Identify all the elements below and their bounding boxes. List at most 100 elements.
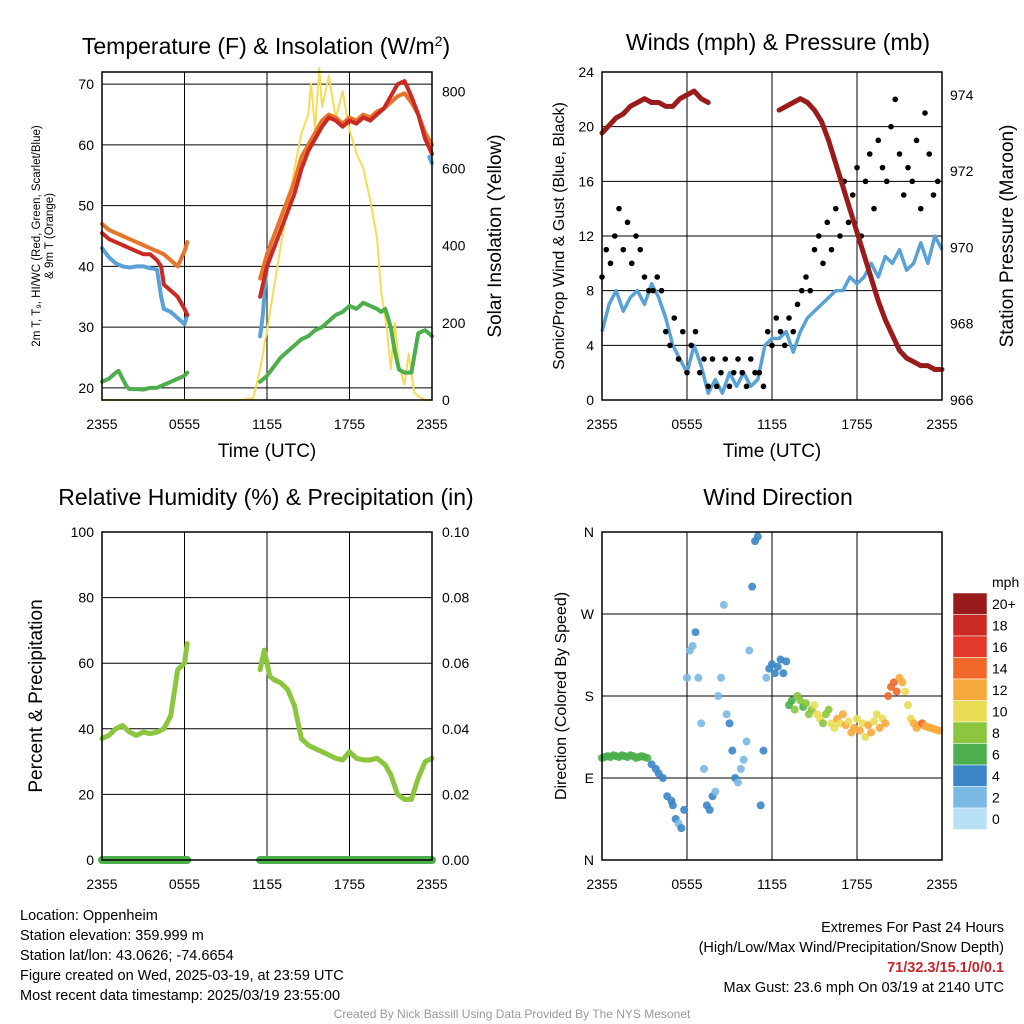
winds-ylabel-text: Sonic/Prop Wind & Gust (Blue, Black) [551,102,568,370]
winds-xlabel: Time (UTC) [723,441,822,462]
humidity-xtick-label: 1755 [334,876,365,892]
temperature-ylabel-line: 2m T, T₉, HI/WC (Red, Green, Scarlet/Blu… [31,125,43,347]
pressure-ytick-label: 968 [950,316,974,332]
insolation-ytick-label: 400 [442,238,466,254]
legend-label: 0 [992,811,1000,827]
humidity-ylabel: Percent & Precipitation [26,599,47,792]
gust-point [662,328,669,335]
direction-xtick-label: 2355 [926,876,957,892]
gust-point [777,328,784,335]
gust-point [909,178,916,185]
gust-point [888,123,894,130]
legend-label: 6 [992,747,1000,763]
direction-point [748,582,757,591]
extremes-info: Extremes For Past 24 Hours (High/Low/Max… [699,918,1004,998]
winds-panel: Winds (mph) & Pressure (mb) 2355 0555 1155… [551,29,1018,462]
direction-point [870,717,878,726]
direction-point [819,719,827,728]
gust-point [739,369,746,376]
temperature-title: Temperature (F) & Insolation (W/m2) [82,33,450,59]
humidity-xtick-label: 2355 [416,876,447,892]
gust-point [922,110,928,116]
legend-label: 20+ [992,596,1016,612]
humidity-series-1 [257,647,435,802]
gust-point [722,356,729,362]
legend-swatch [952,764,988,787]
legend-swatch [952,614,988,637]
direction-point [697,719,706,728]
direction-point [935,726,944,735]
temperature-xtick-label: 1755 [334,416,365,432]
legend-swatch [952,592,988,615]
direction-point [872,710,881,719]
precip-ytick-label: 0.10 [442,524,469,540]
gust-point [718,369,724,376]
legend-swatch [952,678,988,701]
gust-point [641,274,648,280]
legend-swatch [952,700,988,723]
temperature-xtick-label: 0555 [169,416,200,432]
legend-label: 14 [992,661,1008,677]
extremes-title: Extremes For Past 24 Hours [821,920,1004,936]
gust-point [645,287,652,294]
direction-point [770,669,779,678]
direction-point [861,733,870,741]
legend-label: 12 [992,682,1008,698]
direction-point [884,692,893,700]
gust-point [730,369,737,376]
direction-point [756,801,765,810]
gust-point [633,233,639,239]
insolation-ytick-label: 0 [442,392,450,408]
gust-point [832,205,839,212]
legend-swatch [952,657,988,680]
legend-swatch [952,635,988,658]
direction-point [753,532,762,541]
winds-ytick-label: 8 [586,283,594,299]
direction-point [881,719,890,728]
winds-ytick-label: 4 [586,337,594,353]
gust-point [913,137,920,144]
direction-ytick-label: W [581,606,595,622]
gust-point [934,178,941,185]
humidity-series-0 [99,641,190,742]
direction-point [779,669,788,678]
temperature-series-6 [258,91,434,281]
direction-xtick-label: 1155 [757,876,787,892]
pressure-ytick-label: 972 [950,163,974,179]
direction-point [892,687,901,696]
humidity-ytick-label: 80 [78,590,94,606]
temperature-xtick-label: 1155 [252,416,282,432]
sustained-wind-series [600,234,944,395]
gust-point [854,164,860,171]
direction-point [901,687,910,696]
gust-point [930,192,937,198]
gust-point [675,356,682,362]
temperature-panel: Temperature (F) & Insolation (W/m2) 2355… [31,33,506,462]
humidity-ytick-label: 20 [78,786,94,802]
gust-point [905,164,911,171]
direction-point [711,787,720,796]
winds-ytick-label: 0 [586,392,594,408]
winds-xtick-label: 2355 [586,416,617,432]
pressure-series-1 [599,88,711,136]
direction-point [830,723,839,732]
direction-point [736,764,745,773]
direction-point [762,673,771,682]
direction-point [728,746,737,755]
gust-point [650,287,656,294]
gust-point [760,383,767,390]
humidity-frame [101,531,433,861]
legend-swatch [952,807,988,830]
wind-direction-title: Wind Direction [703,484,853,510]
gust-point [624,219,631,226]
winds-frame [601,71,943,401]
direction-point [790,705,799,714]
temperature-series-2 [100,230,190,317]
credit-text: Created By Nick Bassill Using Data Provi… [333,1007,691,1021]
gust-point [820,260,826,267]
gust-point [926,151,933,157]
winds-xtick-label: 2355 [926,416,957,432]
insolation-ylabel: Solar Insolation (Yellow) [485,134,506,337]
temperature-ytick-label: 70 [78,76,94,92]
